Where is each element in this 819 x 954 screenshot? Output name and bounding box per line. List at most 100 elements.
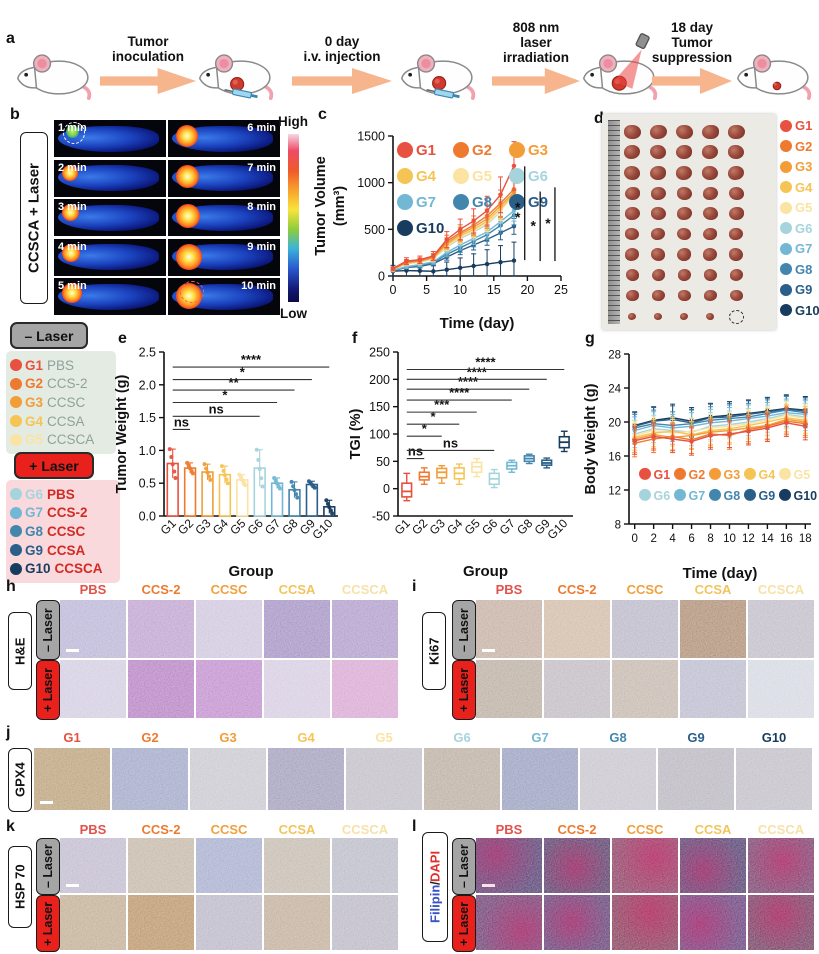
stain-label: HSP 70: [8, 846, 32, 928]
svg-text:10: 10: [723, 533, 736, 545]
svg-text:150: 150: [369, 400, 390, 414]
svg-text:20: 20: [608, 418, 621, 430]
histology-image-tile: [680, 600, 746, 658]
tumor-sample: [650, 186, 666, 200]
roi-dashed-circle: [180, 281, 204, 303]
plus-laser-button: + Laser: [14, 452, 94, 479]
histology-image-tile: [612, 660, 678, 718]
histology-image-tile: [128, 660, 194, 718]
histology-image-tile: [264, 838, 330, 893]
column-header-PBS: PBS: [495, 822, 523, 837]
tumor-sample: [624, 186, 640, 200]
svg-text:*: *: [515, 199, 521, 215]
column-header-CCSCA: CCSCA: [341, 582, 389, 597]
column-header-CCSCA: CCSCA: [757, 822, 805, 837]
column-header-CCSCA: CCSCA: [341, 822, 389, 837]
legend-dot: [10, 488, 22, 501]
thermal-image-tile: 4 min: [54, 238, 166, 276]
tumor-sample: [651, 269, 665, 281]
histology-image-tile: [502, 748, 578, 810]
legend-agent-name: CCSCA: [54, 561, 103, 577]
svg-text:20: 20: [520, 283, 534, 297]
svg-text:0: 0: [383, 482, 390, 496]
tumor-sample: [703, 248, 717, 261]
svg-text:1.5: 1.5: [139, 411, 156, 425]
column-header-G10: G10: [761, 730, 787, 745]
svg-text:G10: G10: [416, 220, 444, 237]
svg-text:G2: G2: [472, 142, 492, 159]
plus-laser-row-label: + Laser: [36, 660, 60, 720]
thermal-image-tile: 7 min: [168, 159, 280, 197]
svg-text:G5: G5: [794, 468, 811, 482]
tumor-sample: [729, 228, 743, 241]
legend-dot: [10, 396, 22, 409]
legend-group-id: G1: [25, 357, 44, 373]
svg-text:2.5: 2.5: [139, 346, 156, 360]
histology-image-tile: [612, 895, 678, 950]
legend-group-id: G6: [25, 486, 44, 502]
tumor-sample: [651, 289, 665, 302]
legend-agent-name: CCSA: [47, 542, 86, 558]
histology-image-tile: [476, 838, 542, 893]
minus-laser-row-label: – Laser: [452, 838, 476, 895]
fluorescence-glow: [748, 838, 814, 893]
histology-image-tile: [60, 838, 126, 893]
fluorescence-glow: [748, 895, 814, 950]
column-header-PBS: PBS: [79, 582, 107, 597]
stain-label: GPX4: [8, 748, 32, 812]
histology-image-tile: [190, 748, 266, 810]
mouse-icon: [398, 40, 484, 102]
fluorescence-glow: [476, 838, 542, 893]
legend-group-id: G10: [25, 561, 51, 577]
histology-image-tile: [34, 748, 110, 810]
legend-group-id: G4: [25, 413, 44, 429]
svg-text:TGI (%): TGI (%): [348, 408, 364, 459]
panel-e-tumor-weight-chart: e 0.0 0.5 1.0 1.5 2.0 2.5 G1 G2 G3 G4 G5 G6 G7 G8 G9 G10…: [112, 330, 350, 582]
group-id-text: G7: [795, 241, 813, 256]
tumor-sample: [651, 228, 665, 241]
svg-text:G3: G3: [724, 468, 741, 482]
svg-text:G10: G10: [309, 516, 335, 542]
tumor-sample: [650, 145, 666, 160]
step-arrow-icon: [492, 68, 580, 94]
svg-text:15: 15: [487, 283, 501, 297]
legend-agent-name: CCSCA: [47, 432, 95, 448]
histology-image-tile: [332, 895, 398, 950]
svg-text:G5: G5: [472, 168, 492, 185]
column-header-CCSA: CCSA: [694, 822, 732, 837]
step-arrow-icon: [100, 68, 196, 94]
tumor-sample: [702, 145, 718, 160]
legend-dot: [10, 544, 22, 557]
histology-image-tile: [332, 660, 398, 718]
legend-item-G5: G5 CCSCA: [10, 430, 112, 449]
thermal-image-tile: 10 min: [168, 278, 280, 315]
tumor-sample: [677, 269, 691, 281]
svg-text:Group: Group: [229, 563, 274, 580]
group-dot: [780, 242, 792, 255]
svg-text:18: 18: [799, 533, 812, 545]
tumor-sample: [625, 248, 639, 261]
legend-item-G3: G3 CCSC: [10, 393, 112, 412]
thermal-image-tile: 6 min: [168, 120, 280, 157]
legend-agent-name: CCSC: [47, 523, 86, 539]
panel-letter: k: [6, 818, 15, 835]
svg-text:****: ****: [467, 364, 488, 379]
mouse-icon: [196, 40, 282, 102]
svg-text:500: 500: [364, 223, 385, 237]
panel-h-he-histology: h PBS CCS-2 CCSC CCSA CCSCA H&E – Laser + Laser: [0, 576, 410, 726]
histology-image-tile: [60, 660, 126, 718]
legend-item-G4: G4 CCSA: [10, 412, 112, 431]
svg-text:*: *: [430, 409, 436, 424]
group-label-G1: G1: [780, 118, 812, 133]
panel-letter: f: [352, 330, 358, 347]
thermal-image-tile: 2 min: [54, 159, 166, 197]
stain-label: H&E: [8, 612, 32, 690]
panel-j-gpx4-histology: j G1 G2 G3 G4 G5 G6 G7 G8 G9 G10 GPX4: [0, 724, 819, 818]
panel-letter: g: [585, 330, 595, 347]
thermal-hotspot: [176, 164, 199, 188]
column-header-CCSA: CCSA: [694, 582, 732, 597]
svg-text:4: 4: [669, 533, 676, 545]
svg-text:0: 0: [378, 270, 385, 284]
step-label: Tumor inoculation: [112, 34, 184, 64]
